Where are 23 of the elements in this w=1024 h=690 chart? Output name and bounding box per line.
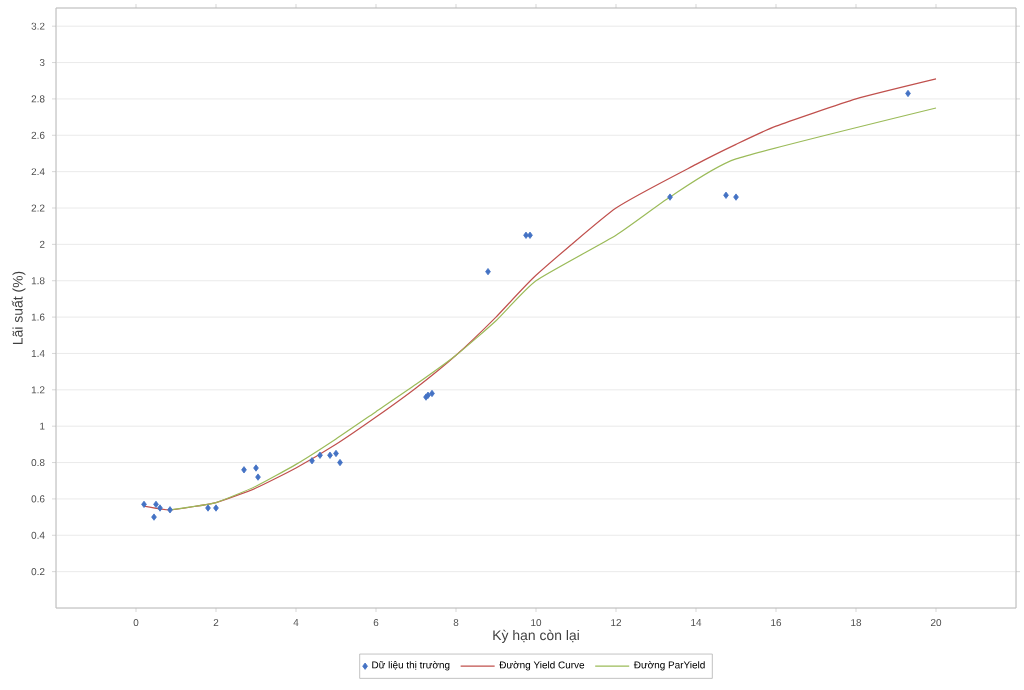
point [333,449,339,458]
point [527,231,533,239]
point [667,193,673,201]
point [429,389,435,398]
point [523,231,529,239]
point [141,500,147,508]
point [157,504,163,512]
point [723,191,729,199]
point [153,500,159,508]
point [241,466,247,474]
point [255,473,261,481]
point [327,451,333,459]
point [309,457,315,465]
point [213,504,219,512]
point [205,504,211,512]
point [317,451,323,459]
point [733,193,739,201]
point [151,513,157,521]
point [253,464,259,472]
point [485,268,491,276]
point [337,458,343,467]
point [905,89,911,98]
point [167,506,173,514]
